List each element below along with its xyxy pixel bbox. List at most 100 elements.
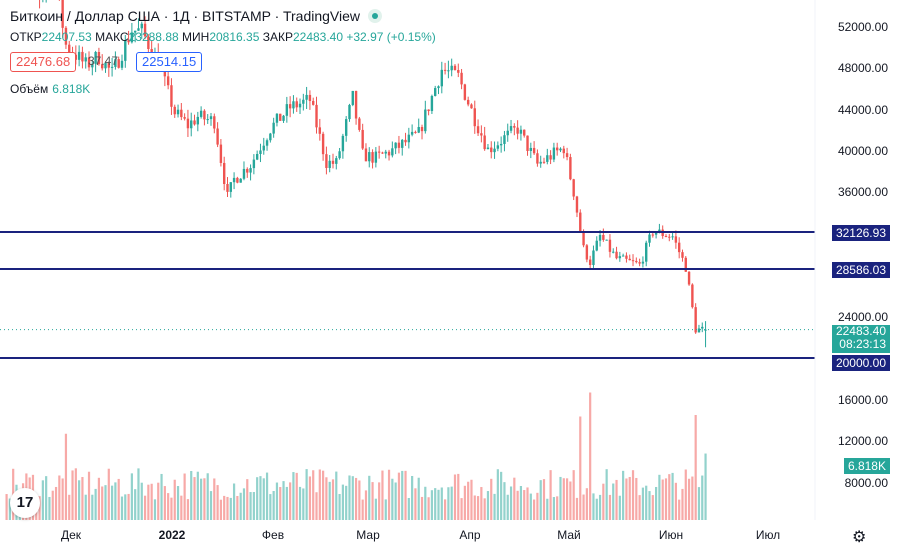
volume-bar: [206, 473, 209, 520]
candle-body: [460, 72, 463, 85]
level-label[interactable]: 20000.00: [831, 355, 890, 371]
candle-body: [443, 69, 447, 71]
volume-bar: [48, 496, 51, 520]
buy-price-button[interactable]: 22514.15: [136, 52, 203, 72]
volume-bar: [476, 496, 480, 520]
settings-gear-icon[interactable]: ⚙: [852, 529, 867, 546]
candle-body: [312, 100, 315, 105]
candle-body: [486, 147, 490, 150]
volume-bar: [687, 478, 691, 520]
volume-bar: [305, 469, 308, 520]
volume-bar: [496, 469, 499, 520]
plot-area: [5, 0, 707, 520]
level-label[interactable]: 28586.03: [831, 262, 890, 278]
candle-body: [358, 118, 361, 130]
candle-body: [143, 23, 147, 37]
candle-body: [77, 51, 81, 60]
candle-body: [641, 261, 645, 264]
candle-body: [602, 234, 605, 240]
candle-body: [434, 88, 437, 96]
candle-body: [529, 147, 533, 151]
symbol-title[interactable]: Биткоин / Доллар США · 1Д · BITSTAMP · T…: [10, 8, 360, 24]
candle-body: [255, 153, 259, 160]
candle-body: [516, 127, 519, 134]
candle-body: [298, 103, 302, 108]
volume-bar: [701, 475, 704, 520]
volume-bar: [282, 481, 285, 520]
y-tick: 48000.00: [837, 61, 888, 75]
candle-body: [384, 151, 387, 154]
volume-bar: [190, 470, 193, 520]
candle-body: [374, 151, 378, 163]
candle-body: [166, 76, 170, 86]
volume-bar: [500, 471, 503, 520]
volume-bar: [641, 487, 645, 520]
candle-body: [315, 104, 318, 128]
candle-body: [328, 160, 331, 168]
volume-bar: [94, 488, 97, 520]
volume-bar: [51, 490, 54, 520]
level-label[interactable]: 32126.93: [831, 225, 890, 241]
volume-bar: [242, 488, 246, 520]
volume-bar: [420, 496, 424, 520]
candle-body: [338, 151, 341, 159]
high-label: МАКС: [95, 30, 129, 44]
volume-bar: [549, 470, 552, 520]
candle-body: [684, 257, 687, 272]
volume-bar: [302, 488, 305, 520]
volume-bar: [275, 482, 279, 520]
candle-body: [236, 177, 239, 183]
volume-bar: [384, 499, 387, 520]
candle-body: [681, 252, 684, 258]
candle-body: [107, 62, 111, 68]
volume-bar: [635, 477, 638, 520]
volume-bar: [153, 499, 157, 520]
candle-body: [635, 260, 638, 263]
close-label: ЗАКР: [262, 30, 293, 44]
candle-body: [124, 40, 127, 61]
volume-bar: [381, 470, 384, 520]
candle-body: [104, 62, 107, 69]
volume-bar: [364, 490, 368, 520]
candle-body: [265, 140, 269, 146]
last-price-value: 22483.40: [835, 324, 886, 338]
volume-bar: [298, 486, 302, 520]
volume-bar: [341, 484, 344, 520]
candle-body: [318, 127, 322, 134]
candle-body: [555, 147, 559, 151]
volume-bar: [331, 479, 335, 520]
candle-body: [651, 234, 655, 236]
y-tick: 52000.00: [837, 20, 888, 34]
bar-countdown: 08:23:13: [839, 337, 886, 351]
volume-bar: [417, 477, 420, 520]
candle-body: [147, 36, 150, 49]
volume-bar: [592, 493, 595, 520]
volume-bar: [678, 499, 681, 520]
candle-body: [285, 104, 289, 116]
candle-body: [542, 161, 546, 163]
tradingview-logo[interactable]: 17: [10, 488, 40, 518]
volume-bar: [443, 499, 447, 520]
candle-body: [229, 182, 232, 192]
volume-bar: [569, 481, 572, 520]
volume-bar: [130, 473, 133, 520]
open-value: 22407.53: [41, 30, 92, 44]
candle-body: [387, 151, 391, 156]
volume-bar: [622, 470, 625, 520]
volume-bar: [170, 497, 173, 520]
candle-body: [424, 109, 427, 132]
volume-bar: [430, 490, 434, 520]
volume-bar: [140, 482, 143, 520]
volume-bar: [411, 475, 414, 520]
volume-bar: [186, 499, 190, 520]
volume-bar: [631, 470, 635, 520]
candle-body: [269, 133, 272, 141]
volume-bar: [322, 470, 325, 520]
volume-bar: [157, 482, 160, 520]
candle-body: [272, 122, 275, 134]
volume-bar: [193, 477, 196, 520]
volume-bar: [259, 476, 262, 520]
volume-bar: [167, 493, 170, 520]
sell-price-button[interactable]: 22476.68: [10, 52, 77, 72]
